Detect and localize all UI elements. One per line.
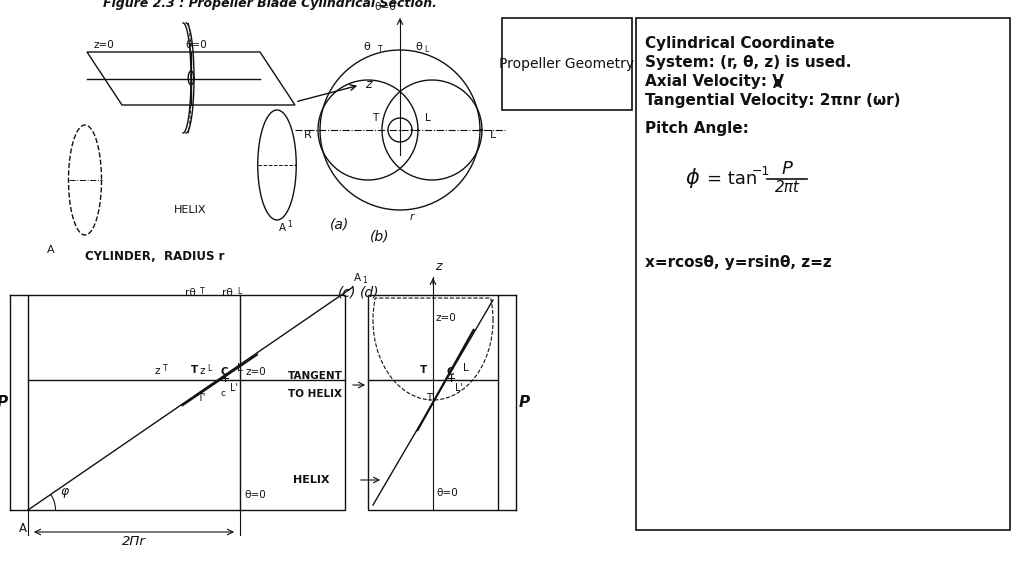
Text: T: T xyxy=(378,45,383,54)
Text: C: C xyxy=(221,367,228,377)
Text: 1: 1 xyxy=(362,276,367,285)
Text: −1: −1 xyxy=(752,165,770,178)
Text: T: T xyxy=(372,113,378,123)
Text: (c): (c) xyxy=(338,285,356,299)
Text: φ: φ xyxy=(60,485,69,498)
Text: A: A xyxy=(47,245,54,255)
Text: P: P xyxy=(781,161,793,179)
Text: Pitch Angle:: Pitch Angle: xyxy=(645,122,749,137)
Text: P: P xyxy=(0,395,7,410)
Text: CYLINDER,  RADIUS r: CYLINDER, RADIUS r xyxy=(85,250,224,263)
Text: rθ: rθ xyxy=(185,288,196,298)
Text: θ=0: θ=0 xyxy=(244,490,266,500)
Text: = tan: = tan xyxy=(707,169,758,188)
Text: Tangential Velocity: 2πnr (ωr): Tangential Velocity: 2πnr (ωr) xyxy=(645,93,900,108)
Text: P: P xyxy=(518,395,529,410)
Text: Figure 2.3 : Propeller Blade Cylindrical Section.: Figure 2.3 : Propeller Blade Cylindrical… xyxy=(103,0,437,10)
Text: L': L' xyxy=(229,383,238,393)
Text: (d): (d) xyxy=(360,285,380,299)
Text: A: A xyxy=(773,78,782,91)
Text: (b): (b) xyxy=(370,230,389,244)
Text: L: L xyxy=(425,113,431,123)
Text: A: A xyxy=(19,522,27,535)
Text: z: z xyxy=(200,366,205,376)
Text: L: L xyxy=(463,363,468,373)
Text: R: R xyxy=(304,130,312,140)
Text: z: z xyxy=(435,260,441,273)
Text: θ: θ xyxy=(364,42,370,52)
Text: z=0: z=0 xyxy=(245,367,266,377)
Text: C: C xyxy=(446,367,455,377)
Text: T: T xyxy=(420,365,427,375)
Text: Cylindrical Coordinate: Cylindrical Coordinate xyxy=(645,36,835,51)
Text: θ=0: θ=0 xyxy=(436,488,458,498)
Text: z=0: z=0 xyxy=(436,313,457,323)
Text: HELIX: HELIX xyxy=(174,205,206,215)
Text: T: T xyxy=(163,364,167,373)
Text: $\phi$: $\phi$ xyxy=(685,166,700,191)
Text: (a): (a) xyxy=(330,218,349,232)
Text: z: z xyxy=(155,366,160,376)
Text: Propeller Geometry: Propeller Geometry xyxy=(500,57,635,71)
Text: θ=0: θ=0 xyxy=(185,40,207,50)
Text: T': T' xyxy=(198,393,206,403)
Text: r: r xyxy=(410,212,415,222)
Text: L: L xyxy=(237,287,242,296)
Text: System: (r, θ, z) is used.: System: (r, θ, z) is used. xyxy=(645,55,851,70)
Text: TO HELIX: TO HELIX xyxy=(288,389,342,399)
Text: A: A xyxy=(354,273,361,283)
Text: TANGENT: TANGENT xyxy=(288,371,343,381)
Text: HELIX: HELIX xyxy=(293,475,330,485)
Text: L: L xyxy=(208,364,212,373)
Text: L: L xyxy=(490,130,497,140)
Text: L': L' xyxy=(455,383,463,393)
Text: 1: 1 xyxy=(287,220,292,229)
Text: T: T xyxy=(200,287,205,296)
Text: θ=0: θ=0 xyxy=(374,2,396,12)
Text: c: c xyxy=(220,389,225,399)
Text: θ: θ xyxy=(415,42,422,52)
Text: z=0: z=0 xyxy=(93,40,114,50)
Text: Axial Velocity: V: Axial Velocity: V xyxy=(645,74,784,89)
Text: 2Πr: 2Πr xyxy=(122,535,146,548)
Text: L: L xyxy=(424,45,428,54)
Text: 2πt: 2πt xyxy=(774,180,800,195)
Text: z: z xyxy=(365,78,372,92)
Text: L: L xyxy=(237,363,243,373)
Text: rθ: rθ xyxy=(222,288,232,298)
Text: A: A xyxy=(279,223,286,233)
Text: T': T' xyxy=(426,393,435,403)
Text: T: T xyxy=(191,365,199,375)
Text: x=rcosθ, y=rsinθ, z=z: x=rcosθ, y=rsinθ, z=z xyxy=(645,255,831,270)
